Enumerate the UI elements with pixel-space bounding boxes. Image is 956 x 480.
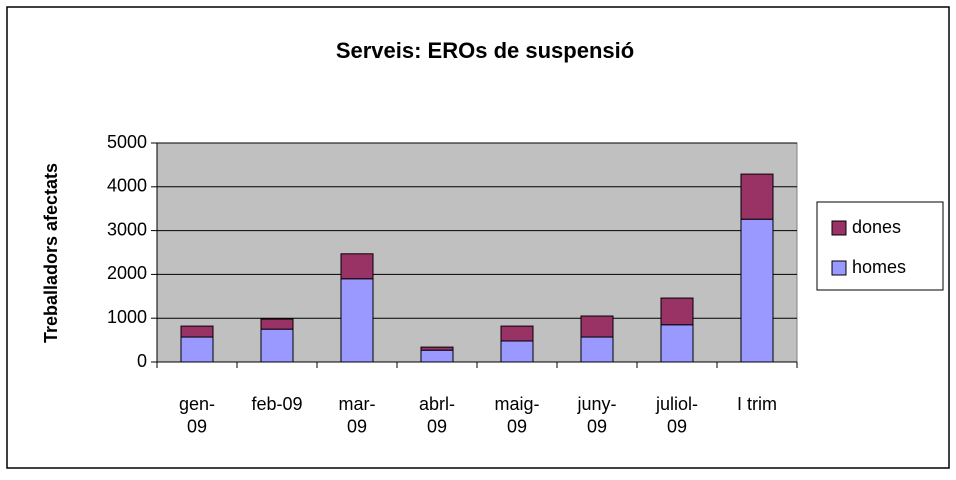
bar	[180, 336, 214, 363]
bar	[420, 346, 454, 351]
y-tick-label: 0	[137, 351, 147, 371]
legend-swatch	[831, 260, 847, 276]
bar	[500, 325, 534, 342]
chart-title: Serveis: EROs de suspensió	[336, 38, 634, 63]
bar	[260, 318, 294, 330]
x-tick-label: mar-09	[339, 394, 376, 437]
bar	[740, 218, 774, 363]
y-tick-label: 5000	[107, 132, 147, 152]
y-tick-label: 4000	[107, 176, 147, 196]
legend-label: dones	[852, 217, 901, 237]
bar	[660, 297, 694, 326]
legend-swatch	[831, 220, 847, 236]
x-tick-label: gen-09	[179, 394, 215, 437]
bar	[580, 315, 614, 338]
x-tick-label: I trim	[737, 394, 777, 414]
bar	[420, 349, 454, 363]
plot-area	[156, 142, 798, 363]
x-tick-label: feb-09	[251, 394, 302, 414]
legend-label: homes	[852, 257, 906, 277]
bar	[340, 253, 374, 280]
x-tick-label: juliol-09	[655, 394, 698, 437]
bar	[740, 173, 774, 220]
x-tick-label: juny-09	[576, 394, 616, 437]
bar	[580, 336, 614, 363]
bar	[340, 278, 374, 363]
y-tick-label: 2000	[107, 263, 147, 283]
x-tick-label: maig-09	[494, 394, 539, 437]
y-tick-label: 3000	[107, 219, 147, 239]
bar	[180, 325, 214, 338]
bar	[660, 324, 694, 363]
bar	[500, 340, 534, 363]
y-axis-label: Treballadors afectats	[41, 163, 61, 343]
y-tick-label: 1000	[107, 307, 147, 327]
x-tick-label: abrl-09	[419, 394, 455, 437]
legend-box	[816, 201, 944, 291]
bar	[260, 328, 294, 363]
